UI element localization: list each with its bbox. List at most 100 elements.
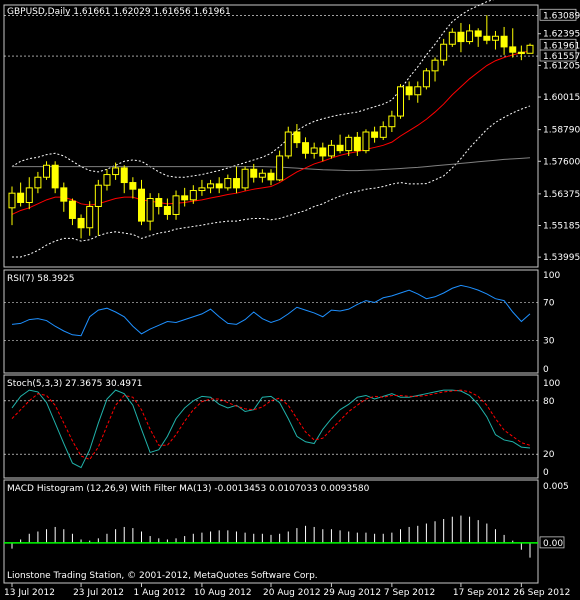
candle-body[interactable]	[103, 174, 111, 186]
price-axis-label: 1.57600	[543, 157, 580, 167]
candle-body[interactable]	[267, 172, 275, 181]
candle-body[interactable]	[362, 131, 370, 152]
candle-body[interactable]	[448, 31, 456, 45]
x-axis-label: 26 Sep 2012	[513, 588, 570, 598]
candle-body[interactable]	[77, 217, 85, 229]
price-axis-label: 1.61557	[543, 52, 580, 62]
bollinger-upper-line	[11, 0, 494, 178]
pane-frame-0	[3, 4, 539, 268]
price-tag-box	[539, 49, 577, 62]
footer-copyright: Lionstone Trading Station, © 2001-2012, …	[7, 571, 318, 581]
rsi-axis-label: 70	[543, 299, 555, 309]
candle-body[interactable]	[181, 195, 189, 201]
candle-body[interactable]	[431, 59, 439, 72]
bollinger-lower-line	[12, 105, 531, 258]
candle-body[interactable]	[483, 35, 491, 41]
rsi-pane-title: RSI(7) 58.3925	[7, 274, 74, 284]
candle-body[interactable]	[491, 35, 499, 41]
price-axis-label: 1.60015	[543, 93, 580, 103]
candle-body[interactable]	[60, 187, 68, 202]
candle-body[interactable]	[457, 31, 465, 43]
x-axis-label: 20 Aug 2012	[263, 588, 321, 598]
candle-body[interactable]	[371, 131, 379, 138]
stoch-axis-label: 0	[543, 468, 549, 478]
price-axis-label: 1.61961	[543, 41, 580, 51]
x-axis-label: 23 Jul 2012	[73, 588, 124, 598]
macd-axis-label: 0.00	[543, 539, 563, 549]
candle-body[interactable]	[51, 164, 59, 189]
rsi-axis-label: 0	[543, 365, 549, 375]
candle-body[interactable]	[517, 51, 525, 55]
candle-body[interactable]	[163, 205, 171, 215]
x-axis-label: 13 Jul 2012	[4, 588, 55, 598]
candle-body[interactable]	[440, 43, 448, 61]
price-axis-label: 1.56375	[543, 190, 580, 200]
candle-body[interactable]	[146, 198, 154, 222]
candle-body[interactable]	[509, 46, 517, 53]
candle-body[interactable]	[241, 168, 249, 189]
stoch-pane-title: Stoch(5,3,3) 27.3675 30.4971	[7, 379, 142, 389]
candle-body[interactable]	[319, 147, 327, 157]
candle-body[interactable]	[120, 167, 128, 184]
candle-body[interactable]	[86, 205, 94, 229]
pane-frame-3	[3, 479, 539, 584]
candle-body[interactable]	[345, 136, 353, 152]
candle-body[interactable]	[8, 192, 16, 209]
candle-body[interactable]	[207, 183, 215, 189]
x-axis-label: 10 Aug 2012	[194, 588, 252, 598]
candle-body[interactable]	[94, 184, 102, 207]
pane-frame-1	[3, 269, 539, 374]
candle-body[interactable]	[284, 131, 292, 157]
candle-body[interactable]	[353, 136, 361, 152]
candle-body[interactable]	[276, 155, 284, 181]
candle-body[interactable]	[388, 115, 396, 128]
candle-body[interactable]	[189, 190, 197, 201]
candle-body[interactable]	[474, 30, 482, 37]
candle-body[interactable]	[112, 167, 120, 176]
price-pane-title: GBPUSD,Daily 1.61661 1.62029 1.61656 1.6…	[7, 7, 231, 17]
candle-body[interactable]	[17, 192, 25, 203]
candle-body[interactable]	[232, 178, 240, 189]
candle-body[interactable]	[500, 35, 508, 48]
candle-body[interactable]	[327, 144, 335, 157]
macd-value-box	[539, 536, 565, 549]
stoch-axis-label: 80	[543, 397, 555, 407]
candle-body[interactable]	[138, 188, 145, 222]
macd-pane-title: MACD Histogram (12,26,9) With Filter MA(…	[7, 484, 370, 494]
candle-body[interactable]	[25, 187, 33, 203]
candle-body[interactable]	[302, 142, 310, 154]
candle-body[interactable]	[422, 70, 430, 88]
candle-body[interactable]	[172, 195, 180, 215]
candle-body[interactable]	[34, 176, 42, 189]
ma-fast-line	[11, 50, 531, 215]
candle-body[interactable]	[526, 44, 534, 54]
pane-frame-2	[3, 374, 539, 479]
candle-body[interactable]	[414, 86, 422, 96]
candle-body[interactable]	[155, 198, 163, 207]
candle-body[interactable]	[310, 147, 318, 154]
candle-body[interactable]	[405, 86, 413, 96]
candle-body[interactable]	[466, 30, 474, 43]
price-tag-box	[539, 8, 577, 21]
stoch-axis-label: 20	[543, 450, 555, 460]
candle-body[interactable]	[224, 178, 232, 189]
rsi-line	[11, 284, 531, 337]
candle-body[interactable]	[215, 183, 223, 189]
candle-body[interactable]	[68, 200, 76, 219]
candle-body[interactable]	[129, 182, 137, 190]
candle-body[interactable]	[397, 86, 404, 117]
price-axis-label: 1.58790	[543, 126, 580, 136]
candle-body[interactable]	[43, 164, 51, 178]
candle-body[interactable]	[198, 187, 206, 192]
price-axis-label: 1.61205	[543, 61, 580, 71]
candle-body[interactable]	[293, 131, 301, 144]
candle-body[interactable]	[379, 126, 387, 138]
x-axis-label: 7 Sep 2012	[384, 588, 435, 598]
candle-body[interactable]	[250, 168, 258, 178]
candle-body[interactable]	[258, 172, 266, 178]
macd-axis-label: 0.005	[543, 482, 569, 492]
price-axis-label: 1.53995	[543, 253, 580, 263]
candle-body[interactable]	[336, 144, 344, 152]
price-axis-label: 1.55185	[543, 222, 580, 232]
